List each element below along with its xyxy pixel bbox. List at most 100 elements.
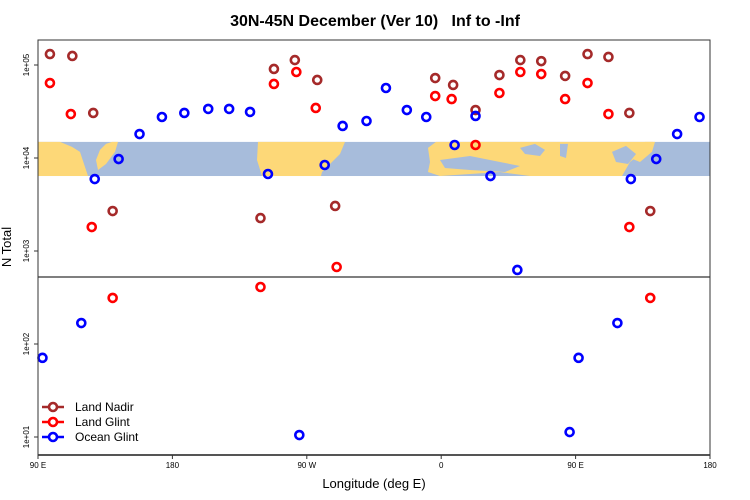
- sea-region: [560, 143, 568, 158]
- land-glint-point: [255, 281, 266, 293]
- land-glint-point: [310, 102, 322, 114]
- land-nadir-point: [67, 50, 78, 62]
- land-glint-point: [268, 78, 280, 90]
- land-nadir-point: [535, 55, 547, 67]
- land-nadir-point: [268, 63, 280, 75]
- y-tick-label: 1e+01: [22, 425, 31, 448]
- land-nadir-point: [494, 69, 505, 81]
- ocean-glint-point: [470, 110, 481, 122]
- land-region: [630, 141, 655, 162]
- land-nadir-point: [87, 107, 99, 119]
- land-glint-point: [107, 292, 118, 304]
- ocean-glint-point: [420, 111, 432, 123]
- land-glint-point: [515, 66, 526, 78]
- ocean-glint-point: [294, 429, 305, 441]
- x-tick-label: 90 E: [30, 461, 46, 470]
- x-tick-label: 90 E: [567, 461, 583, 470]
- land-nadir-point: [582, 48, 593, 60]
- sea-region: [520, 143, 545, 156]
- land-nadir-point: [255, 212, 266, 224]
- land-glint-point: [624, 221, 635, 233]
- ocean-glint-point: [650, 153, 662, 165]
- ocean-glint-point: [179, 107, 190, 119]
- y-tick-label: 1e+04: [22, 146, 31, 169]
- legend-label: Land Nadir: [75, 400, 134, 414]
- land-glint-point: [603, 108, 614, 120]
- ocean-glint-point: [223, 103, 235, 115]
- land-region: [96, 141, 118, 171]
- land-glint-point: [494, 87, 505, 99]
- x-tick-label: 0: [439, 461, 444, 470]
- y-axis-label: N Total: [0, 227, 14, 267]
- land-nadir-point: [311, 74, 323, 86]
- legend-label: Land Glint: [75, 415, 130, 429]
- sea-region: [612, 145, 636, 164]
- ocean-glint-point: [361, 115, 372, 127]
- legend-marker: [47, 416, 59, 428]
- land-glint-point: [429, 90, 441, 102]
- land-glint-point: [559, 93, 571, 105]
- ocean-glint-point: [401, 104, 413, 116]
- land-nadir-point: [515, 54, 526, 66]
- ocean-glint-point: [573, 352, 584, 364]
- chart-title: 30N-45N December (Ver 10) Inf to -Inf: [230, 13, 521, 30]
- land-glint-point: [644, 292, 656, 304]
- x-tick-label: 90 W: [297, 461, 316, 470]
- land-nadir-point: [559, 70, 571, 82]
- land-glint-point: [44, 77, 56, 89]
- x-tick-label: 180: [703, 461, 717, 470]
- ocean-glint-point: [89, 173, 101, 185]
- land-nadir-point: [603, 51, 614, 63]
- land-nadir-point: [447, 79, 459, 91]
- ocean-glint-point: [37, 352, 48, 364]
- land-glint-point: [86, 221, 98, 233]
- land-glint-point: [446, 93, 457, 105]
- ocean-glint-point: [319, 159, 331, 171]
- land-nadir-point: [624, 107, 635, 119]
- ocean-glint-point: [671, 128, 683, 140]
- legend-label: Ocean Glint: [75, 430, 139, 444]
- land-glint-point: [535, 68, 547, 80]
- legend-marker: [47, 431, 59, 443]
- ocean-glint-point: [244, 106, 256, 118]
- land-glint-point: [470, 139, 481, 151]
- map-band: [38, 141, 710, 177]
- land-nadir-point: [470, 104, 481, 116]
- x-tick-label: 180: [166, 461, 180, 470]
- land-nadir-point: [644, 205, 656, 217]
- y-tick-label: 1e+02: [22, 332, 31, 355]
- ocean-glint-point: [449, 139, 460, 151]
- land-nadir-point: [429, 72, 441, 84]
- ocean-glint-point: [512, 264, 523, 276]
- y-tick-label: 1e+03: [22, 239, 31, 262]
- ocean-glint-point: [134, 128, 145, 140]
- ocean-glint-point: [612, 317, 623, 329]
- land-glint-point: [65, 108, 77, 120]
- y-tick-label: 1e+05: [22, 53, 31, 76]
- plot-frame: [37, 39, 711, 456]
- land-glint-point: [291, 66, 302, 78]
- x-axis-label: Longitude (deg E): [322, 476, 425, 491]
- land-nadir-point: [289, 54, 301, 66]
- land-region: [38, 141, 88, 177]
- sea-region: [440, 155, 520, 173]
- ocean-glint-point: [485, 170, 496, 182]
- land-glint-point: [331, 261, 342, 273]
- land-nadir-point: [107, 205, 118, 217]
- ocean-glint-point: [380, 82, 392, 94]
- ocean-glint-point: [262, 168, 274, 180]
- ocean-glint-point: [76, 317, 87, 329]
- ocean-glint-point: [625, 173, 637, 185]
- legend-marker: [47, 401, 59, 413]
- ocean-glint-point: [337, 120, 348, 132]
- land-nadir-point: [44, 48, 56, 60]
- land-nadir-point: [329, 200, 341, 212]
- ocean-glint-point: [694, 111, 705, 123]
- ocean-glint-point: [156, 111, 168, 123]
- ocean-glint-point: [202, 103, 214, 115]
- ocean-glint-point: [564, 426, 575, 438]
- ocean-glint-point: [113, 153, 124, 165]
- land-glint-point: [582, 77, 593, 89]
